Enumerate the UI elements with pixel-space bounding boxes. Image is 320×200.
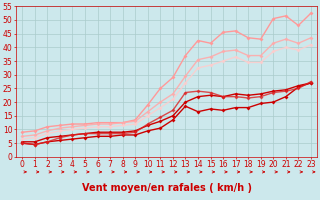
X-axis label: Vent moyen/en rafales ( km/h ): Vent moyen/en rafales ( km/h )	[82, 183, 252, 193]
